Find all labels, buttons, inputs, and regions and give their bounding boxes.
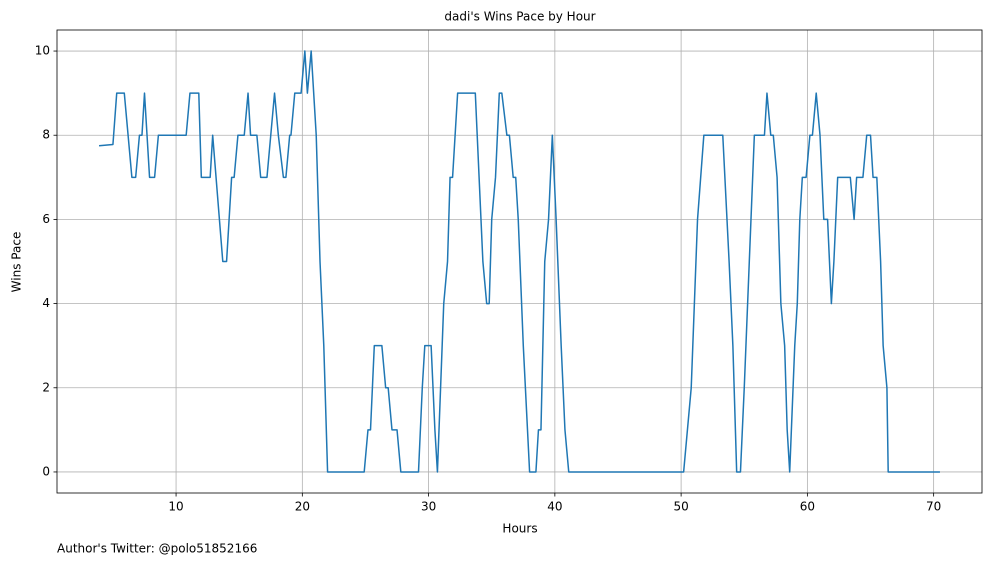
y-tick-label: 0 [42,464,50,478]
x-tick-label: 20 [295,500,310,514]
y-tick-label: 10 [35,44,50,58]
data-line [98,50,940,473]
y-tick-label: 2 [42,380,50,394]
x-tick-label: 70 [926,500,941,514]
annotation: Author's Twitter: @polo51852166 [57,542,257,556]
y-tick-label: 8 [42,128,50,142]
x-tick-label: 10 [168,500,183,514]
y-tick-label: 6 [42,212,50,226]
y-tick-label: 4 [42,296,50,310]
x-axis-label: Hours [502,522,537,536]
x-tick-label: 30 [421,500,436,514]
chart-title: dadi's Wins Pace by Hour [444,10,595,24]
x-tick-label: 40 [547,500,562,514]
x-tick-label: 60 [800,500,815,514]
x-tick-label: 50 [673,500,688,514]
y-axis-label: Wins Pace [10,232,24,293]
axes-frame [56,29,983,494]
